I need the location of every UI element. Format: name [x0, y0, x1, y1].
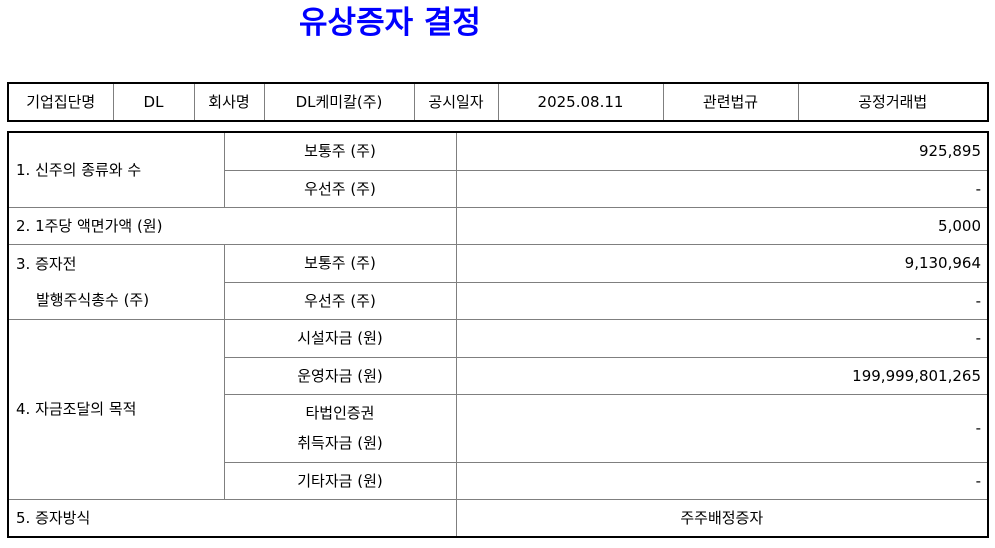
table-row: 1. 신주의 종류와 수 보통주 (주) 925,895: [7, 131, 989, 208]
funding-purpose-label: 4. 자금조달의 목적: [7, 318, 225, 500]
table-row: 운영자금 (원) 199,999,801,265: [8, 356, 989, 395]
other-funds-sublabel: 기타자금 (원): [223, 461, 457, 500]
related-law-label: 관련법규: [662, 82, 799, 122]
page-title: 유상증자 결정: [299, 5, 481, 41]
capital-increase-detail-table: 1. 신주의 종류와 수 보통주 (주) 925,895 우선주 (주) - 2…: [7, 131, 989, 538]
operating-funds-sublabel: 운영자금 (원): [223, 356, 457, 395]
business-group-label: 기업집단명: [7, 82, 114, 122]
pre-preferred-shares-sublabel: 우선주 (주): [223, 281, 457, 320]
business-group-value: DL: [112, 82, 195, 122]
facility-funds-value: -: [455, 318, 989, 358]
par-value-label: 2. 1주당 액면가액 (원): [7, 206, 457, 245]
securities-acquisition-funds-sublabel-line1: 타법인증권: [305, 404, 375, 422]
pre-preferred-shares-value: -: [455, 281, 989, 320]
disclosure-date-label: 공시일자: [413, 82, 499, 122]
securities-acquisition-funds-sublabel: 타법인증권 취득자금 (원): [223, 393, 457, 463]
table-row: 3. 증자전 발행주식총수 (주) 보통주 (주) 9,130,964: [7, 243, 989, 320]
pre-common-shares-value: 9,130,964: [455, 243, 989, 283]
related-law-value: 공정거래법: [797, 82, 989, 122]
table-row: 우선주 (주) -: [8, 169, 989, 208]
table-row: 타법인증권 취득자금 (원) -: [8, 393, 989, 463]
other-funds-value: -: [455, 461, 989, 500]
new-shares-label: 1. 신주의 종류와 수: [7, 131, 225, 208]
pre-increase-shares-label: 3. 증자전 발행주식총수 (주): [7, 243, 225, 320]
increase-method-value: 주주배정증자: [455, 498, 989, 538]
company-name-label: 회사명: [193, 82, 265, 122]
securities-acquisition-funds-value: -: [455, 393, 989, 463]
par-value-value: 5,000: [455, 206, 989, 245]
pre-increase-shares-label-line2: 발행주식총수 (주): [36, 290, 150, 309]
company-info-table: 기업집단명 DL 회사명 DL케미칼(주) 공시일자 2025.08.11 관련…: [7, 82, 989, 122]
common-shares-value: 925,895: [455, 131, 989, 171]
pre-increase-shares-label-line1: 3. 증자전: [16, 254, 77, 273]
increase-method-label: 5. 증자방식: [7, 498, 457, 538]
securities-acquisition-funds-sublabel-line2: 취득자금 (원): [297, 434, 383, 452]
table-row: 2. 1주당 액면가액 (원) 5,000: [7, 206, 989, 245]
table-row: 기타자금 (원) -: [8, 461, 989, 500]
preferred-shares-value: -: [455, 169, 989, 208]
company-name-value: DL케미칼(주): [263, 82, 415, 122]
operating-funds-value: 199,999,801,265: [455, 356, 989, 395]
table-row: 4. 자금조달의 목적 시설자금 (원) -: [7, 318, 989, 500]
preferred-shares-sublabel: 우선주 (주): [223, 169, 457, 208]
facility-funds-sublabel: 시설자금 (원): [223, 318, 457, 358]
table-row: 5. 증자방식 주주배정증자: [7, 498, 989, 538]
disclosure-date-value: 2025.08.11: [497, 82, 664, 122]
info-row: 기업집단명 DL 회사명 DL케미칼(주) 공시일자 2025.08.11 관련…: [7, 82, 989, 122]
common-shares-sublabel: 보통주 (주): [223, 131, 457, 171]
pre-common-shares-sublabel: 보통주 (주): [223, 243, 457, 283]
